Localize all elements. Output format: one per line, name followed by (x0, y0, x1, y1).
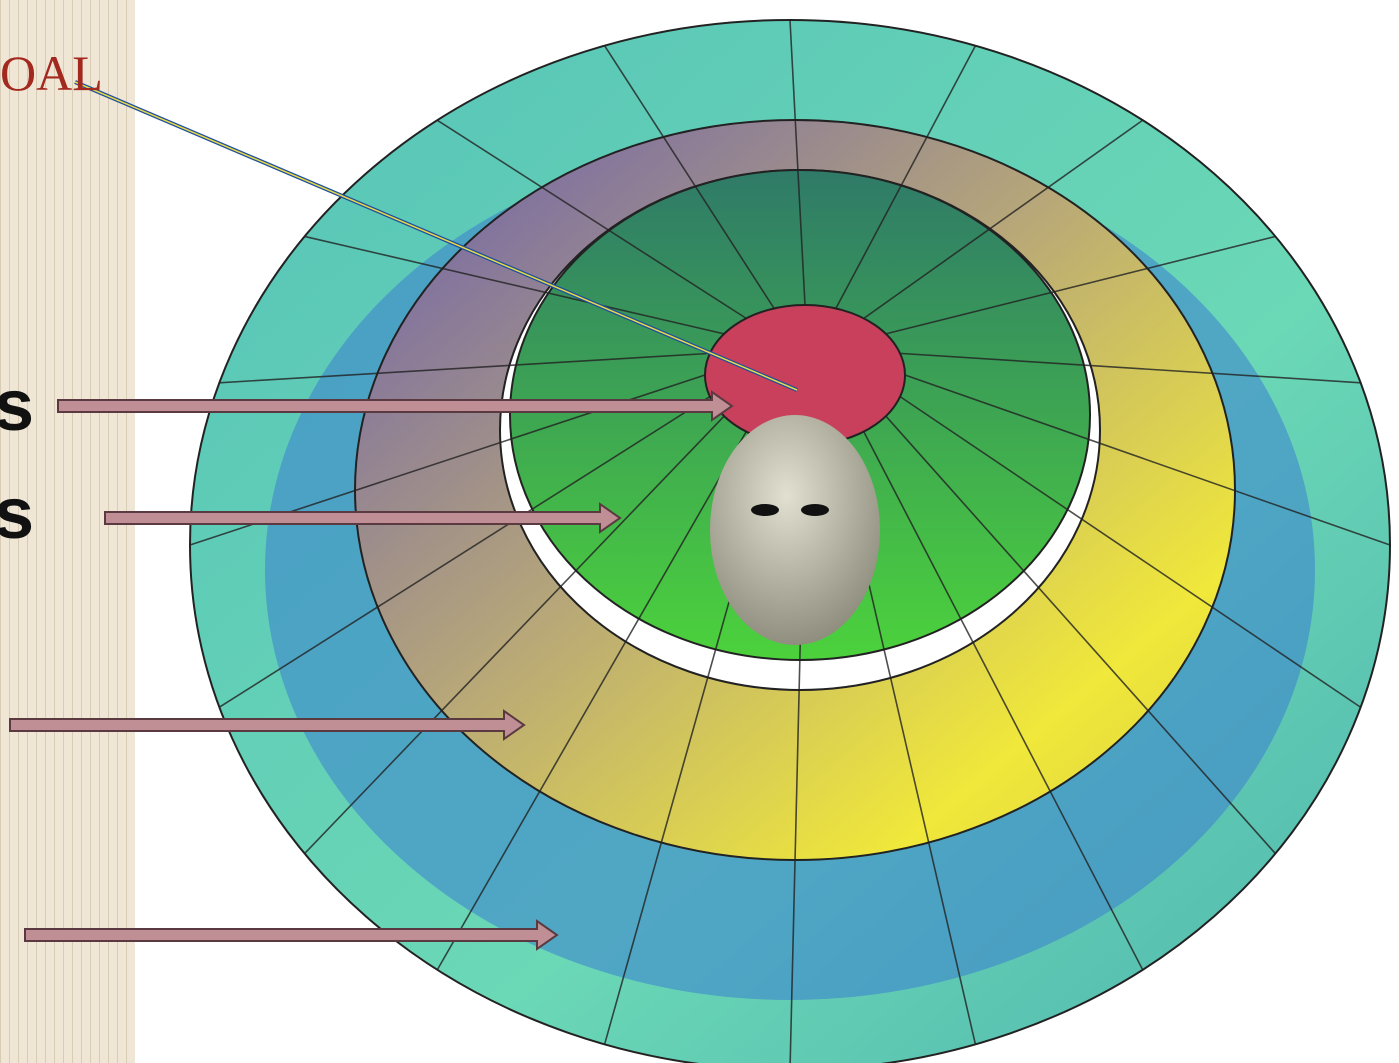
arrow (24, 919, 559, 951)
spoke (603, 45, 775, 309)
side-panel (0, 0, 135, 1063)
arrow (104, 502, 622, 534)
eye (751, 504, 779, 516)
spoke (863, 431, 1144, 971)
arrows (9, 390, 734, 951)
spoke (304, 235, 725, 335)
spoke (863, 119, 1144, 320)
spoke (835, 45, 977, 309)
item-label: s (0, 474, 34, 554)
eye (801, 504, 829, 516)
spoke (899, 395, 1362, 708)
goal-label: OAL (0, 45, 103, 101)
spoke (904, 374, 1391, 546)
ring-diagram (189, 19, 1391, 1063)
spoke (436, 431, 747, 971)
arrow (57, 390, 734, 422)
item-label: s (0, 366, 34, 446)
spoke (885, 235, 1276, 335)
spoke (218, 395, 711, 708)
arrow (9, 709, 526, 741)
spoke (885, 415, 1277, 855)
spoke (789, 19, 806, 306)
head (710, 415, 880, 645)
spoke (900, 352, 1361, 384)
spoke (219, 352, 710, 384)
pointer-line (74, 80, 798, 392)
spoke (304, 415, 725, 855)
spoke (436, 119, 747, 320)
